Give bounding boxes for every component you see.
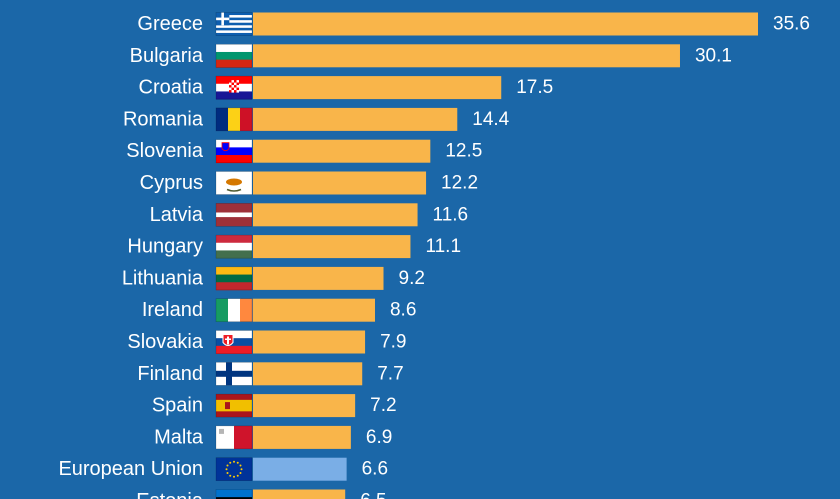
value-label: 17.5: [516, 77, 553, 98]
greece-flag-icon: [215, 12, 253, 36]
value-label: 6.5: [360, 491, 386, 499]
bar-row: Romania 14.4: [123, 107, 510, 132]
malta-flag-icon: [215, 425, 253, 450]
bar-row: Ireland 8.6: [142, 298, 416, 323]
estonia-flag-icon: [215, 489, 253, 499]
bar-row: Lithuania 9.2: [122, 266, 425, 291]
category-label: Cyprus: [140, 172, 203, 194]
category-label: Greece: [137, 13, 203, 35]
value-label: 12.2: [441, 173, 478, 194]
value-label: 30.1: [695, 45, 732, 66]
category-label: Malta: [154, 426, 204, 448]
romania-flag-icon: [215, 107, 253, 132]
category-label: Estonia: [136, 490, 204, 499]
bar: [253, 44, 680, 68]
bar-row: Finland 7.7: [137, 361, 404, 386]
bar-row: Latvia 11.6: [150, 203, 469, 227]
bar: [253, 330, 366, 354]
spain-flag-icon: [215, 393, 253, 418]
lithuania-flag-icon: [215, 266, 253, 291]
bar-row: Malta 6.9: [154, 425, 392, 450]
bar-row: Slovakia 7.9: [127, 330, 406, 354]
bar-row: Croatia 17.5: [139, 75, 553, 100]
category-label: Spain: [152, 395, 203, 417]
bar-row: Bulgaria 30.1: [130, 43, 732, 68]
value-label: 7.9: [380, 332, 406, 353]
category-label: Bulgaria: [130, 45, 204, 67]
bar: [253, 203, 418, 227]
hungary-flag-icon: [215, 234, 253, 259]
finland-flag-icon: [215, 361, 253, 386]
bar-row: Spain 7.2: [152, 393, 397, 418]
slovakia-flag-icon: [215, 330, 253, 354]
category-label: European Union: [58, 458, 203, 480]
bar-row: Greece 35.6: [137, 12, 810, 36]
cyprus-flag-icon: [215, 171, 253, 195]
bar: [253, 107, 458, 131]
bar: [253, 425, 351, 449]
value-label: 14.4: [472, 109, 509, 130]
bar-row: Hungary 11.1: [127, 234, 461, 259]
value-label: 11.6: [433, 204, 469, 225]
bar: [253, 394, 356, 418]
value-label: 6.6: [362, 459, 388, 480]
category-label: Romania: [123, 108, 204, 130]
category-label: Lithuania: [122, 267, 204, 289]
value-label: 6.9: [366, 427, 392, 448]
category-label: Ireland: [142, 299, 203, 321]
bulgaria-flag-icon: [215, 43, 253, 68]
highlight-bar: [253, 457, 347, 481]
bar-row: European Union 6.6: [58, 457, 388, 482]
value-label: 7.7: [377, 363, 403, 384]
bar: [253, 362, 363, 386]
slovenia-flag-icon: [215, 139, 253, 164]
ireland-flag-icon: [215, 298, 253, 323]
value-label: 9.2: [399, 268, 425, 289]
value-label: 8.6: [390, 300, 416, 321]
bar: [253, 489, 346, 499]
category-label: Hungary: [127, 236, 203, 258]
category-label: Latvia: [150, 204, 204, 226]
bar-row: Cyprus 12.2: [140, 171, 478, 195]
category-label: Slovenia: [126, 140, 204, 162]
value-label: 7.2: [370, 395, 396, 416]
latvia-flag-icon: [215, 203, 253, 227]
eu-flag-icon: [215, 457, 253, 482]
bar: [253, 171, 427, 195]
category-label: Croatia: [139, 77, 204, 99]
croatia-flag-icon: [215, 75, 253, 100]
value-label: 12.5: [445, 141, 482, 162]
category-label: Finland: [137, 363, 203, 385]
value-label: 35.6: [773, 14, 810, 35]
bar: [253, 76, 502, 100]
bar: [253, 266, 384, 290]
bar: [253, 139, 431, 163]
bar: [253, 298, 375, 322]
bar: [253, 12, 758, 36]
category-label: Slovakia: [127, 331, 203, 353]
value-label: 11.1: [425, 236, 461, 257]
bar-row: Slovenia 12.5: [126, 139, 482, 164]
bar-row: Estonia 6.5: [136, 489, 387, 499]
bar: [253, 235, 411, 259]
